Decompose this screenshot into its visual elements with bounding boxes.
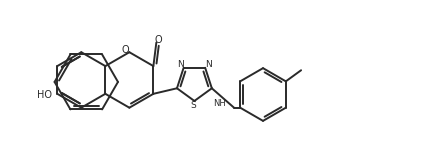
Text: O: O <box>121 45 129 55</box>
Text: S: S <box>190 101 196 110</box>
Text: N: N <box>205 60 212 69</box>
Text: O: O <box>154 34 162 45</box>
Text: N: N <box>177 60 183 69</box>
Text: NH: NH <box>214 99 226 108</box>
Text: HO: HO <box>37 90 52 100</box>
